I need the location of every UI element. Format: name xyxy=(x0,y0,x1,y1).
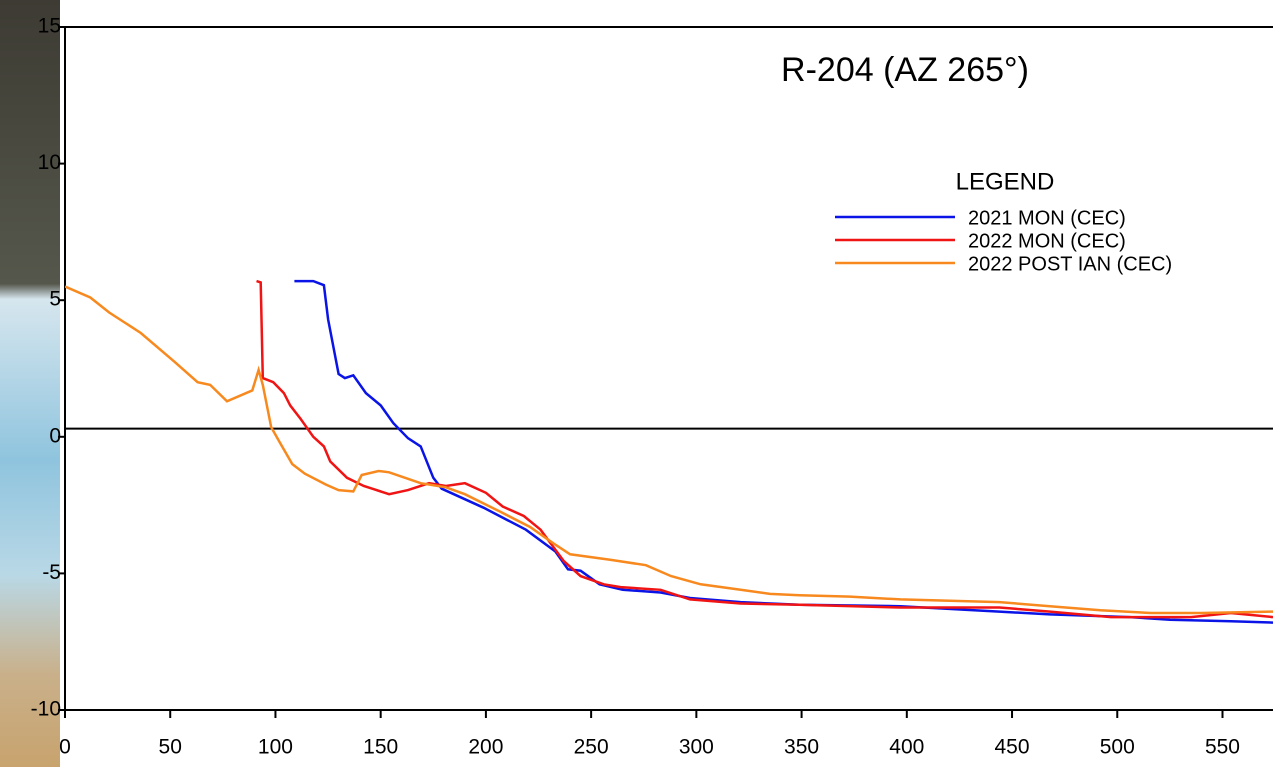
background-photo xyxy=(0,0,60,767)
legend: 2021 MON (CEC)2022 MON (CEC)2022 POST IA… xyxy=(835,207,1172,275)
series-line xyxy=(65,285,1273,615)
x-tick-label: 100 xyxy=(258,736,293,759)
x-tick-label: 500 xyxy=(1100,736,1135,759)
series-line xyxy=(256,279,1273,619)
plot-background xyxy=(60,0,1273,767)
legend-label: 2022 POST IAN (CEC) xyxy=(968,253,1172,275)
x-tick-label: 150 xyxy=(363,736,398,759)
x-tick-label: 200 xyxy=(468,736,503,759)
y-tick-label: 15 xyxy=(38,15,61,38)
legend-title: LEGEND xyxy=(956,168,1055,195)
y-tick-label: 10 xyxy=(38,151,61,174)
legend-label: 2022 MON (CEC) xyxy=(968,230,1126,252)
series-line xyxy=(294,279,1273,624)
lines xyxy=(65,279,1273,624)
x-tick-label: 350 xyxy=(784,736,819,759)
x-tick-label: 550 xyxy=(1205,736,1240,759)
y-tick-label: 0 xyxy=(49,424,61,447)
x-tick-label: 400 xyxy=(889,736,924,759)
y-tick-label: 5 xyxy=(49,288,61,311)
legend-label: 2021 MON (CEC) xyxy=(968,207,1126,229)
y-tick-label: -5 xyxy=(42,561,61,584)
x-tick-label: 50 xyxy=(159,736,182,759)
x-tick-label: 0 xyxy=(59,736,71,759)
x-tick-label: 250 xyxy=(574,736,609,759)
chart-title: R-204 (AZ 265°) xyxy=(781,51,1029,89)
x-tick-label: 450 xyxy=(995,736,1030,759)
x-tick-label: 300 xyxy=(679,736,714,759)
y-tick-label: -10 xyxy=(31,698,61,721)
